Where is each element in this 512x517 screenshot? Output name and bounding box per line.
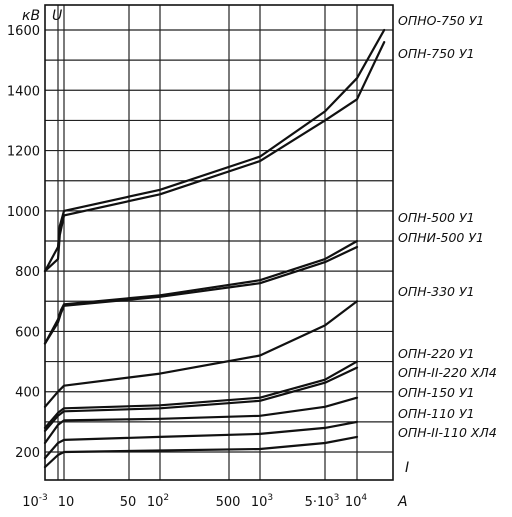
y-axis-ticks: 200 400 600 800 1000 1200 1400 1600 <box>7 24 40 461</box>
x-axis-ticks: 10-3 10 50 102 500 103 5·103 104 <box>22 493 367 510</box>
series-labels: ОПНО-750 У1 ОПН-750 У1 ОПН-500 У1 ОПНИ-500 … <box>398 13 497 440</box>
series-label-10: ОПН-II-110 ХЛ4 <box>398 425 497 440</box>
series-label-8: ОПН-150 У1 <box>398 385 475 400</box>
y-axis-label: U <box>52 8 62 24</box>
series-label-4: ОПНИ-500 У1 <box>398 230 484 245</box>
series-label-9: ОПН-110 У1 <box>398 406 475 421</box>
series-line-6 <box>43 360 359 429</box>
series-line-4 <box>43 245 359 345</box>
y-tick-label: 200 <box>15 446 40 461</box>
series-line-8 <box>43 396 359 445</box>
chart-curves <box>43 28 386 469</box>
chart-grid <box>45 5 393 480</box>
series-label-6: ОПН-220 У1 <box>398 346 475 361</box>
x-tick-label: 5·103 <box>305 493 340 510</box>
x-tick-label: 103 <box>251 493 273 510</box>
series-line-2 <box>43 41 386 273</box>
series-label-1: ОПНО-750 У1 <box>398 13 484 28</box>
x-tick-label: 10-3 <box>22 493 48 510</box>
series-label-7: ОПН-II-220 ХЛ4 <box>398 365 497 380</box>
series-line-9 <box>43 420 359 460</box>
y-tick-label: 600 <box>15 325 40 340</box>
y-tick-label: 1600 <box>7 24 40 39</box>
x-tick-label: 10 <box>58 495 75 510</box>
series-line-7 <box>43 366 359 432</box>
y-tick-label: 1000 <box>7 205 40 220</box>
y-tick-label: 400 <box>15 386 40 401</box>
y-tick-label: 1400 <box>7 84 40 99</box>
x-axis-unit: A <box>397 494 408 510</box>
x-tick-label: 102 <box>147 493 169 510</box>
series-label-5: ОПН-330 У1 <box>398 284 475 299</box>
x-tick-label: 104 <box>345 493 368 510</box>
series-label-2: ОПН-750 У1 <box>398 46 475 61</box>
y-axis-unit: кВ <box>22 8 40 24</box>
x-tick-label: 50 <box>120 495 137 510</box>
series-label-3: ОПН-500 У1 <box>398 210 475 225</box>
x-axis-label: I <box>405 460 409 476</box>
y-tick-label: 800 <box>15 265 40 280</box>
plot-frame <box>44 4 394 481</box>
x-tick-label: 500 <box>216 495 241 510</box>
series-line-10 <box>43 435 359 469</box>
series-line-5 <box>43 300 359 408</box>
y-tick-label: 1200 <box>7 145 40 160</box>
